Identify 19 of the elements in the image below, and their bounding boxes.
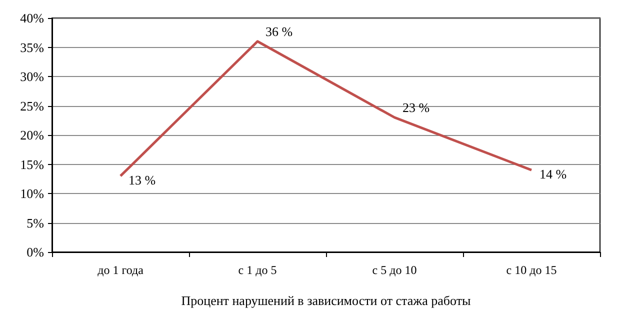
y-tick-label: 5% bbox=[26, 215, 44, 230]
x-tick-label: с 10 до 15 bbox=[506, 263, 557, 277]
y-tick-label: 0% bbox=[26, 244, 44, 260]
data-label: 23 % bbox=[402, 100, 430, 115]
x-tick-label: с 5 до 10 bbox=[372, 263, 417, 277]
x-axis-title: Процент нарушений в зависимости от стажа работы bbox=[181, 293, 472, 308]
data-label: 36 % bbox=[266, 24, 293, 39]
x-tick-label: до 1 года bbox=[98, 263, 144, 277]
line-series bbox=[119, 40, 533, 178]
data-label: 13 % bbox=[128, 172, 156, 188]
y-tick-label: 35% bbox=[20, 40, 44, 55]
y-tick-label: 15% bbox=[20, 156, 44, 172]
x-tick-label: с 1 до 5 bbox=[238, 263, 277, 277]
y-tick-label: 40% bbox=[20, 10, 44, 26]
y-tick-label: 10% bbox=[20, 186, 44, 201]
y-tick-label: 30% bbox=[20, 69, 44, 84]
y-tick-label: 25% bbox=[20, 98, 44, 114]
y-tick-label: 20% bbox=[20, 128, 44, 142]
data-label: 14 % bbox=[540, 166, 567, 182]
